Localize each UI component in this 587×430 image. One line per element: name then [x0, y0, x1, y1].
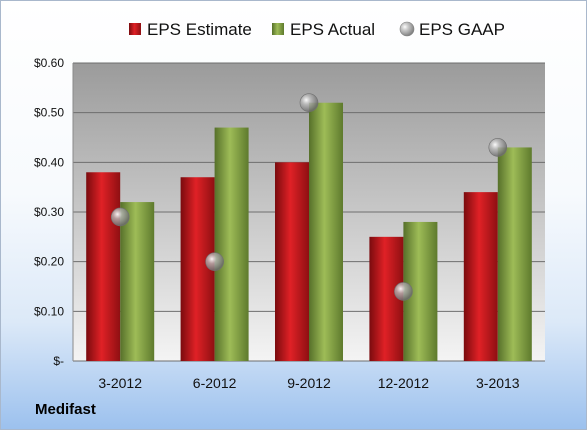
- gaap-markers: [110, 93, 508, 301]
- y-tick-label: $0.30: [34, 205, 64, 219]
- y-tick-label: $-: [53, 354, 64, 368]
- y-tick-label: $0.40: [34, 155, 64, 169]
- y-axis: $- $0.10 $0.20 $0.30 $0.40 $0.50 $0.60: [34, 56, 74, 368]
- gaap-marker: [110, 207, 130, 227]
- legend-swatch-gaap: [399, 21, 415, 37]
- y-tick-label: $0.10: [34, 304, 64, 318]
- legend-label: EPS GAAP: [419, 20, 505, 39]
- estimate-bar: [463, 192, 498, 361]
- legend-label: EPS Estimate: [147, 20, 252, 39]
- gaap-marker: [394, 282, 413, 301]
- estimate-bar: [180, 177, 215, 361]
- x-tick-label: 12-2012: [378, 375, 430, 391]
- x-tick-label: 9-2012: [287, 375, 331, 391]
- y-tick-label: $0.50: [34, 106, 64, 120]
- actual-bar: [309, 102, 343, 361]
- actual-bar: [214, 127, 249, 361]
- gaap-marker: [488, 138, 508, 157]
- company-name: Medifast: [35, 401, 96, 418]
- actual-bar: [497, 147, 532, 361]
- x-tick-label: 3-2012: [98, 375, 142, 391]
- y-tick-label: $0.20: [34, 255, 64, 269]
- legend-swatch-actual: [272, 23, 284, 35]
- gaap-marker: [299, 93, 319, 113]
- legend-label: EPS Actual: [290, 20, 375, 39]
- legend-swatch-estimate: [129, 23, 141, 35]
- x-tick-label: 6-2012: [193, 375, 237, 391]
- x-axis: 3-2012 6-2012 9-2012 12-2012 3-2013: [98, 375, 519, 391]
- estimate-bar: [275, 162, 309, 361]
- actual-bar: [120, 202, 155, 361]
- gaap-marker: [205, 252, 224, 271]
- estimate-bar: [369, 236, 404, 361]
- estimate-bar: [86, 172, 121, 361]
- x-tick-label: 3-2013: [476, 375, 520, 391]
- legend: EPS Estimate EPS Actual EPS GAAP: [129, 20, 505, 39]
- bars: [86, 102, 532, 361]
- y-tick-label: $0.60: [34, 56, 64, 70]
